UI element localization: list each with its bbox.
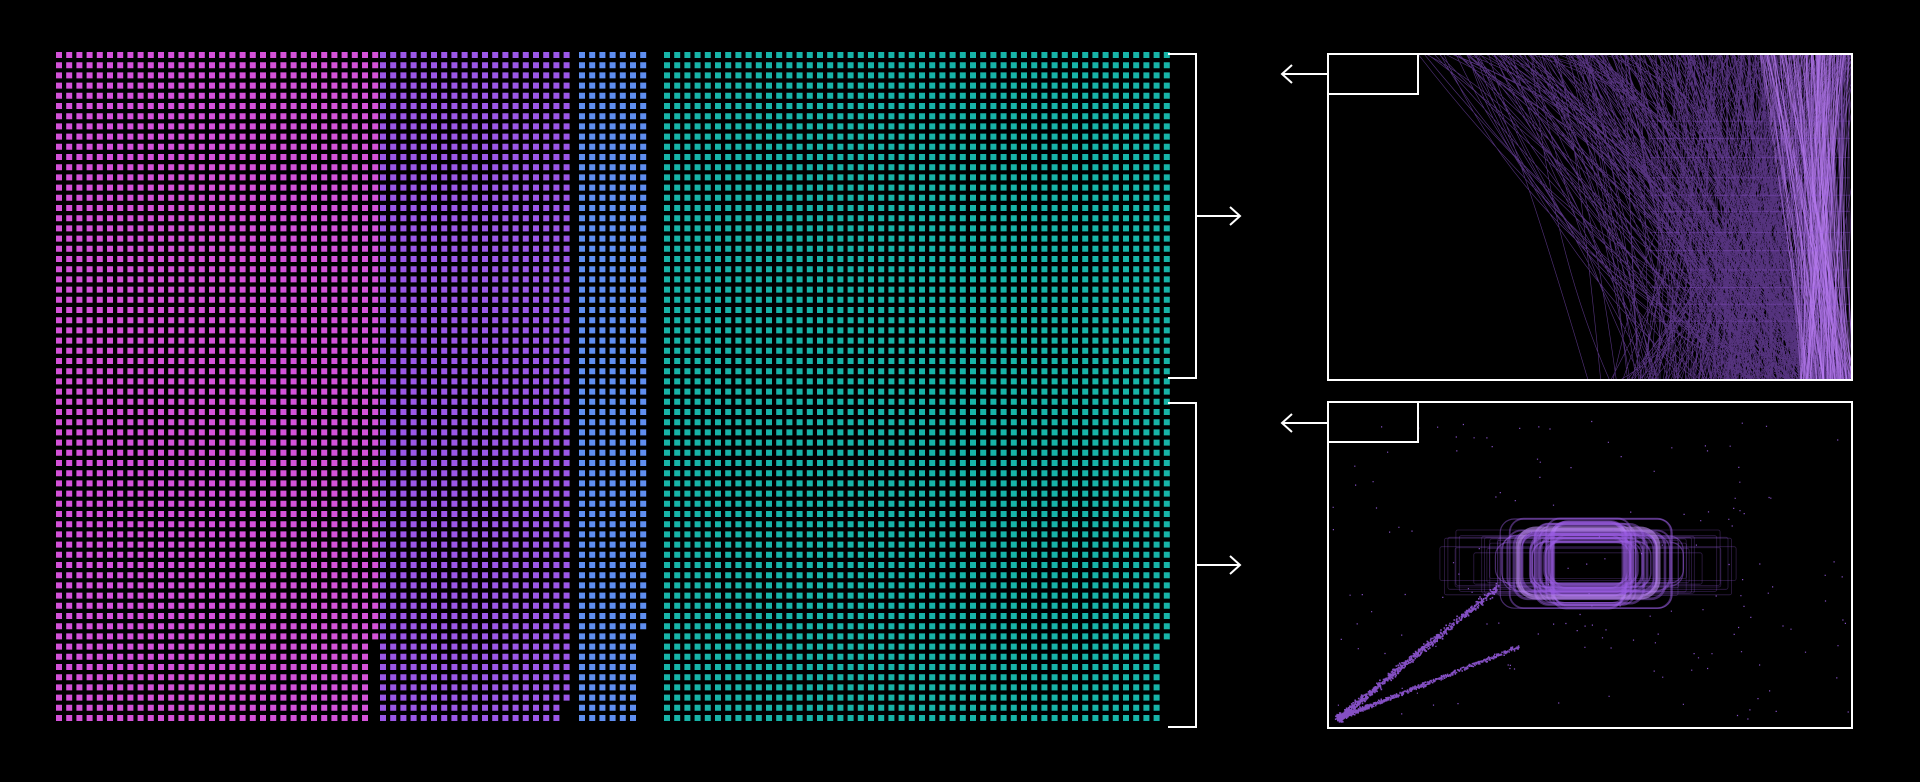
connector-bottom [1168,402,1328,728]
dense-curve [1807,54,1825,380]
dense-curve [1817,54,1844,380]
ring-rect [1547,536,1632,590]
ring-rect [1539,523,1632,604]
dense-curve [1818,54,1834,380]
dense-curve [1823,54,1852,380]
ring-rect [1545,517,1633,606]
dot-cells [380,52,570,721]
panel-frame [1327,401,1853,729]
teal-grid [664,52,1170,721]
dense-curve [1781,54,1812,380]
dot-grid-group [56,52,1170,721]
dense-curve [1766,54,1809,380]
ring-rect [1544,541,1631,585]
dense-curve [1780,54,1852,370]
bracket-icon [1168,53,1197,379]
thumbnail-box [1327,401,1419,443]
frame-rect [1454,547,1722,588]
ring-core [1515,526,1661,600]
dense-curve [1821,54,1847,380]
frame-rect [1497,539,1679,589]
dense-curve [1836,54,1846,380]
ring-rect [1551,534,1625,589]
frame-rect [1486,547,1690,584]
scatter-points [1332,420,1849,723]
dot-cells [56,52,379,721]
ring-rect [1548,538,1629,586]
dense-curve [1770,54,1824,380]
ring-rect [1531,541,1643,588]
dot-cells [664,52,1170,721]
dense-curve [1807,54,1819,380]
ring-rect [1550,520,1624,610]
ring-rect [1500,535,1684,587]
dense-curve [1761,54,1807,380]
arrow-right-icon [1196,555,1242,575]
dense-curve [1773,54,1838,380]
ring-rect [1543,540,1639,587]
dense-curve [1760,54,1825,380]
ring-rect [1533,523,1645,605]
violet-grid [380,52,570,721]
dense-curve [1807,54,1839,380]
frame-rect [1458,535,1718,592]
frame-rect [1473,552,1703,585]
dense-curve [1829,54,1850,380]
frame-rect [1489,542,1687,579]
ring-rect [1550,521,1627,604]
ring-rect [1499,518,1673,609]
frame-rect [1489,538,1687,593]
ring-rect [1540,533,1631,594]
lines-art [1417,54,1852,380]
dense-curve [1809,54,1829,380]
lines-panel [1327,53,1853,381]
connector-top [1168,53,1328,379]
ring-rect [1537,537,1635,591]
frame-rect [1484,537,1692,594]
panel-frame [1327,53,1853,381]
dense-curve [1785,54,1814,380]
ring-rect [1529,533,1649,592]
ring-rect [1521,531,1655,592]
thumbnail-box [1327,53,1419,95]
dense-curve [1767,54,1824,380]
dense-curve [1759,54,1822,380]
scatter-panel [1327,401,1853,729]
ring-rect [1528,537,1644,590]
ring-cluster [1439,517,1737,610]
arrow-left-icon [1280,64,1328,84]
dense-curve [1798,54,1824,380]
bracket-icon [1168,402,1197,728]
ring-rect [1531,540,1652,588]
ring-rect [1508,517,1673,610]
dense-curve [1785,54,1824,380]
dense-curve [1811,54,1839,380]
ring-rect [1494,541,1685,584]
ring-rect [1552,522,1627,607]
ring-rect [1553,520,1626,608]
frame-rect [1447,536,1729,590]
arrow-left-icon [1280,413,1328,433]
arrow-right-icon [1196,206,1242,226]
magenta-grid [56,52,379,721]
horizontal-strokes [1650,120,1850,322]
scatter-art [1332,420,1849,723]
ring-rect [1502,534,1671,592]
blue-grid [579,52,647,721]
frame-rect [1439,546,1737,582]
ring-rect [1533,522,1637,606]
dot-cells [579,52,647,721]
frame-rect [1481,535,1695,594]
